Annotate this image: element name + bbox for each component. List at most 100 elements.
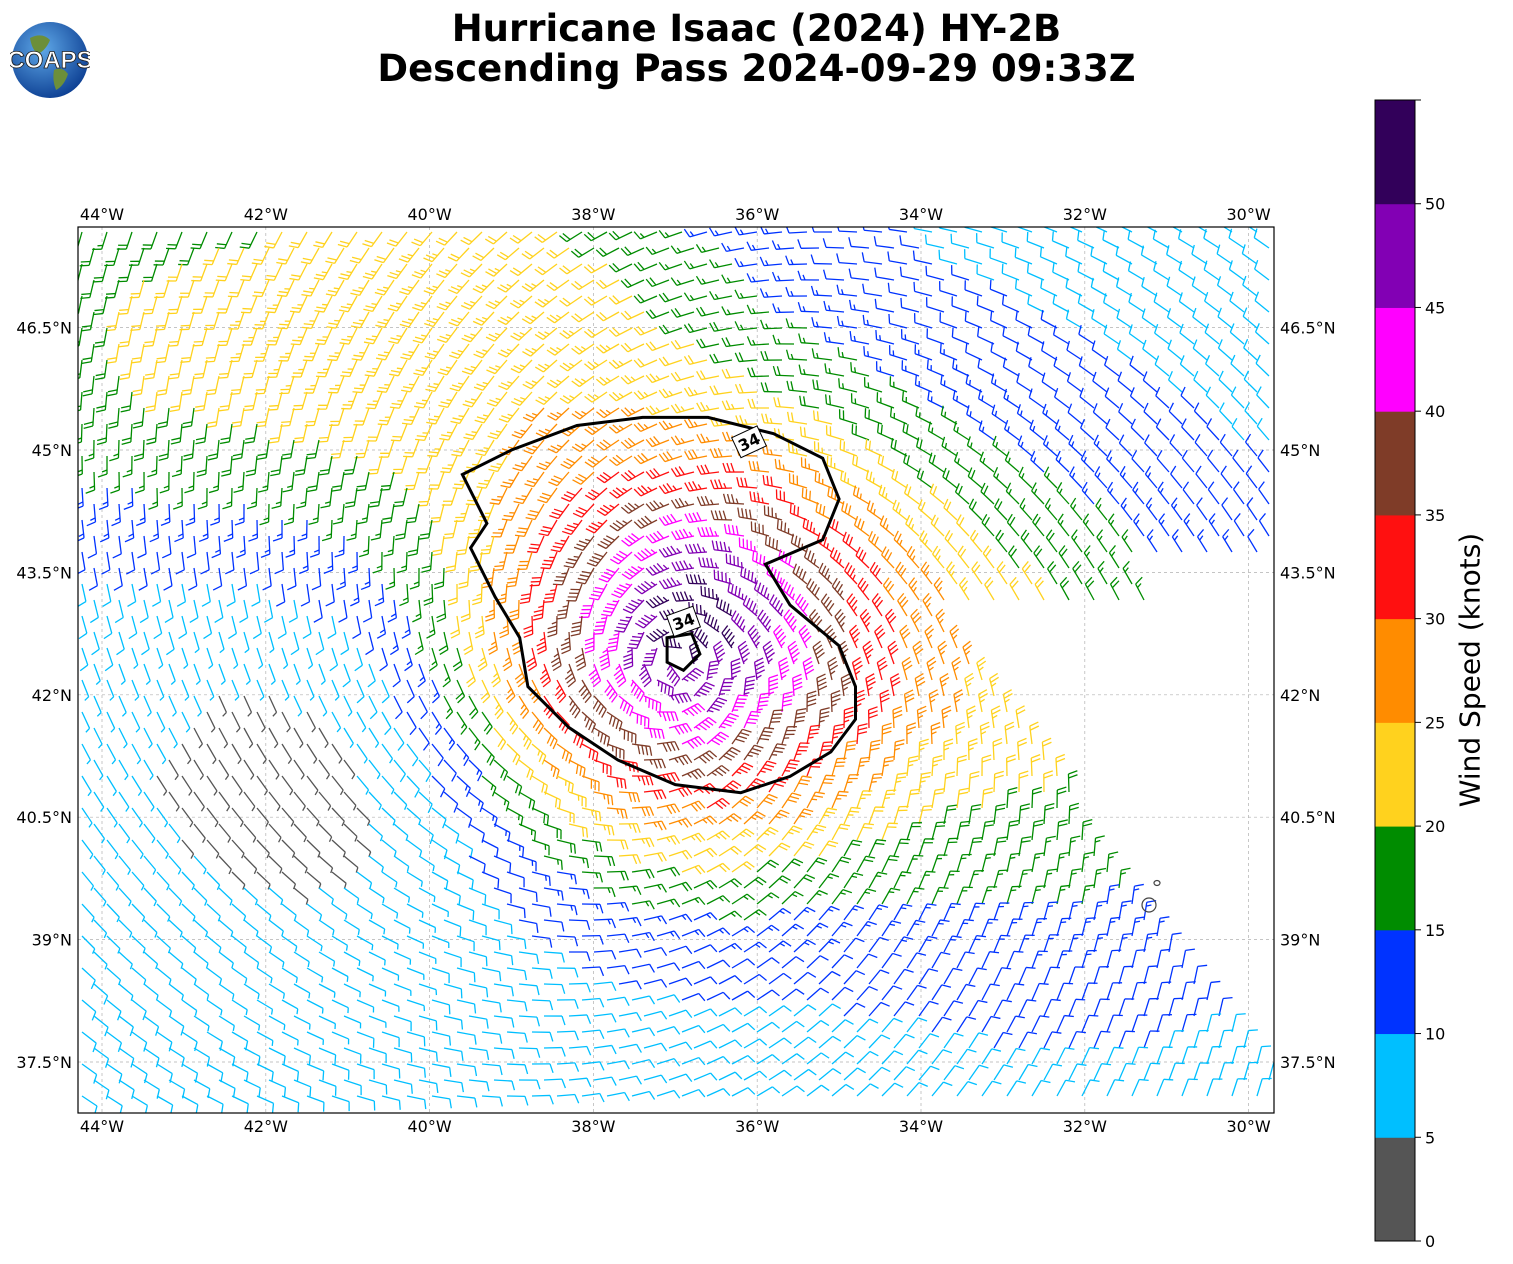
wind-barb	[709, 353, 733, 364]
wind-barb	[837, 347, 858, 361]
wind-barb	[989, 248, 1008, 265]
wind-barb	[760, 319, 783, 330]
wind-barb	[658, 356, 683, 367]
wind-barb	[534, 263, 558, 276]
colorbar-tick-label: 15	[1425, 921, 1445, 940]
wind-barb	[400, 343, 420, 361]
wind-barb	[913, 313, 933, 329]
wind-barb	[721, 274, 745, 284]
wind-barb	[1241, 244, 1258, 265]
wind-barb	[1001, 232, 1020, 249]
wind-barb	[901, 360, 920, 377]
wind-barb	[448, 311, 470, 327]
wind-barb	[388, 327, 408, 345]
wind-barb	[1191, 276, 1208, 297]
wind-barb	[264, 231, 283, 249]
wind-barb	[1040, 309, 1058, 329]
wind-barb	[485, 263, 508, 277]
wind-barb	[1228, 260, 1245, 281]
wind-barb	[785, 286, 808, 297]
wind-barb	[546, 375, 570, 389]
map-title-line1: Hurricane Isaac (2024) HY-2B	[451, 7, 1062, 50]
wind-barb	[546, 311, 570, 324]
wind-barb	[1166, 245, 1183, 265]
wind-barb	[709, 259, 733, 269]
wind-barb	[861, 252, 883, 265]
wind-barb	[337, 231, 358, 248]
wind-barb	[1217, 307, 1233, 329]
wind-barb	[302, 343, 320, 362]
wind-barb	[887, 282, 908, 297]
wind-barb	[1141, 276, 1158, 297]
wind-barb	[1243, 338, 1258, 361]
wind-barb	[411, 231, 433, 247]
wind-barb	[362, 231, 383, 248]
wind-barb	[386, 231, 408, 247]
wind-barb	[315, 359, 333, 378]
wind-barb	[472, 311, 495, 326]
wind-barb	[229, 343, 245, 363]
wind-barb	[510, 327, 533, 341]
colorbar-tick-label: 45	[1425, 298, 1445, 317]
wind-barb	[976, 233, 995, 249]
wind-barb	[338, 263, 358, 280]
wind-barb	[1153, 261, 1170, 281]
wind-barb	[721, 306, 745, 316]
wind-barb	[264, 263, 283, 281]
wind-barb	[486, 359, 508, 375]
wind-barb	[376, 375, 395, 393]
wind-barb	[436, 295, 458, 311]
wind-barb	[143, 327, 158, 348]
wind-barb	[510, 359, 533, 374]
wind-barb	[721, 242, 745, 252]
wind-barb	[645, 277, 670, 288]
wind-barb	[760, 227, 783, 235]
map-title-line2: Descending Pass 2024-09-29 09:33Z	[377, 47, 1136, 90]
wind-barb	[571, 311, 595, 323]
wind-barb	[215, 231, 233, 250]
wind-barb	[521, 247, 545, 260]
wind-barb	[437, 359, 458, 376]
wind-barb	[1027, 294, 1045, 313]
wind-barb	[873, 236, 895, 249]
wind-barb	[645, 373, 670, 384]
wind-barb	[721, 368, 745, 379]
wind-barb	[584, 359, 608, 371]
wind-barb	[448, 279, 470, 295]
logo-text: COAPS	[10, 47, 90, 74]
wind-barb	[583, 231, 608, 242]
wind-barb	[1254, 291, 1270, 313]
wind-barb	[253, 311, 270, 330]
wind-barb	[485, 327, 508, 342]
wind-barb	[608, 230, 633, 241]
wind-barb	[153, 247, 170, 266]
wind-barb	[862, 227, 883, 233]
wind-barb	[1242, 275, 1258, 297]
wind-barb	[1228, 228, 1245, 249]
wind-barb	[485, 295, 508, 310]
wind-barb	[218, 359, 233, 379]
wind-barb	[375, 343, 395, 361]
wind-barb	[300, 247, 320, 265]
wind-barb	[848, 237, 870, 249]
wind-barb	[989, 279, 1008, 297]
wind-barb	[633, 261, 658, 272]
wind-barb	[924, 234, 945, 249]
wind-barb	[595, 375, 620, 386]
wind-barb	[571, 375, 595, 388]
wind-barb	[1015, 341, 1033, 361]
wind-barb	[1127, 261, 1145, 281]
wind-barb	[155, 343, 170, 364]
wind-barb	[461, 327, 483, 343]
wind-barb	[620, 342, 645, 353]
wind-barb	[374, 279, 395, 296]
wind-barb	[1090, 277, 1108, 297]
wind-barb	[771, 240, 795, 250]
wind-barb	[315, 327, 333, 346]
wind-barb	[178, 279, 195, 298]
wind-barb	[375, 311, 395, 329]
wind-barb	[925, 297, 945, 313]
wind-barb	[1065, 278, 1083, 297]
wind-barb	[1253, 228, 1270, 249]
wind-barb	[583, 263, 608, 274]
